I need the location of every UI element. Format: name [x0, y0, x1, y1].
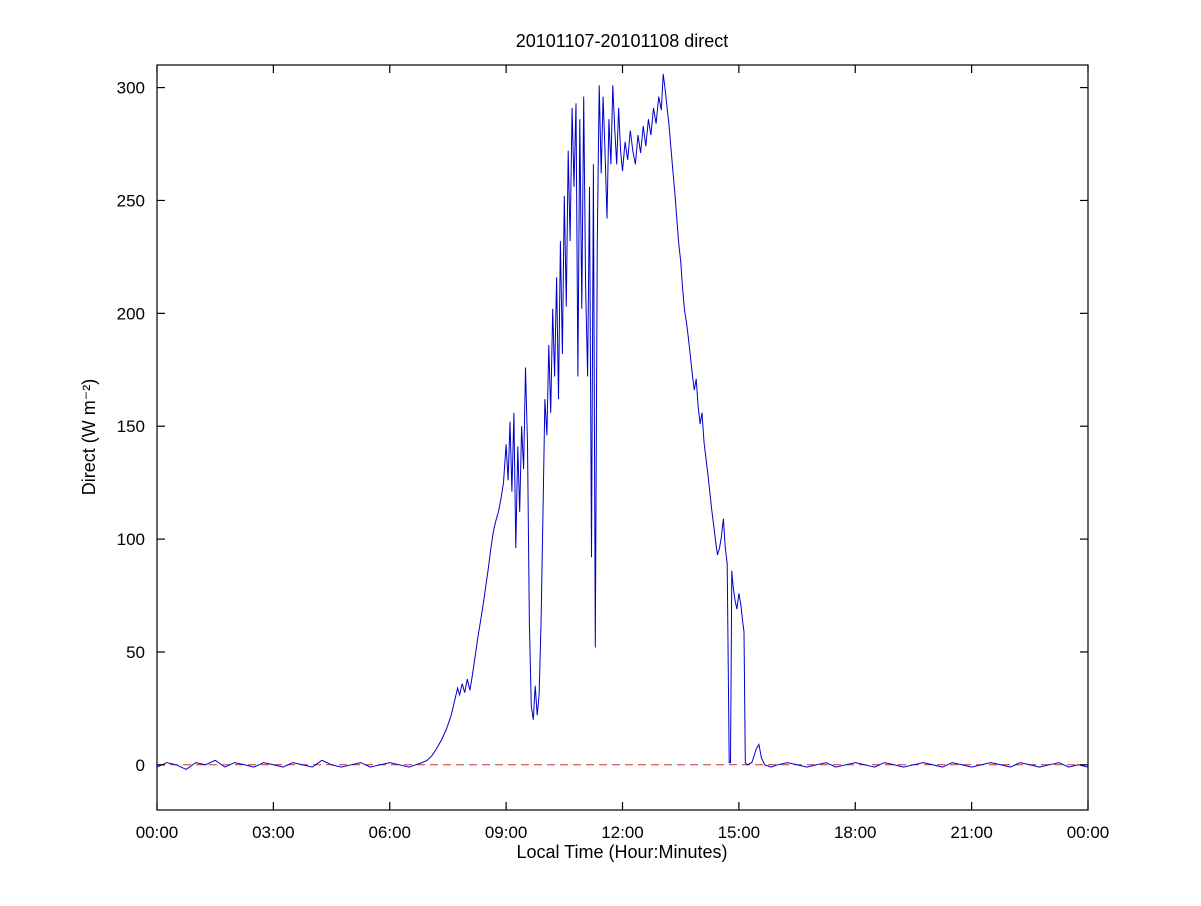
- x-tick-label: 03:00: [252, 823, 295, 842]
- series-direct-irradiance-line: [156, 73, 1089, 770]
- x-tick-label: 12:00: [601, 823, 644, 842]
- x-tick-label: 21:00: [950, 823, 993, 842]
- x-tick-label: 18:00: [834, 823, 877, 842]
- x-tick-label: 15:00: [718, 823, 761, 842]
- y-tick-label: 0: [136, 756, 145, 775]
- x-tick-label: 09:00: [485, 823, 528, 842]
- y-tick-label: 100: [117, 530, 145, 549]
- y-tick-label: 300: [117, 79, 145, 98]
- y-tick-label: 250: [117, 191, 145, 210]
- x-tick-label: 00:00: [136, 823, 179, 842]
- plot-dynamic-layer: 00:00 03:00 06:00 09:00 12:00 15:00 18:00 21:00…: [117, 64, 1110, 842]
- chart-title: 20101107-20101108 direct: [516, 31, 729, 51]
- plot-frame: [156, 64, 1089, 811]
- x-tick-label: 00:00: [1067, 823, 1110, 842]
- y-axis-label: Direct (W m⁻²): [79, 379, 99, 495]
- y-tick-label: 150: [117, 417, 145, 436]
- x-tick-label: 06:00: [368, 823, 411, 842]
- y-tick-label: 200: [117, 304, 145, 323]
- x-axis-label: Local Time (Hour:Minutes): [516, 842, 727, 862]
- y-tick-label: 50: [126, 643, 145, 662]
